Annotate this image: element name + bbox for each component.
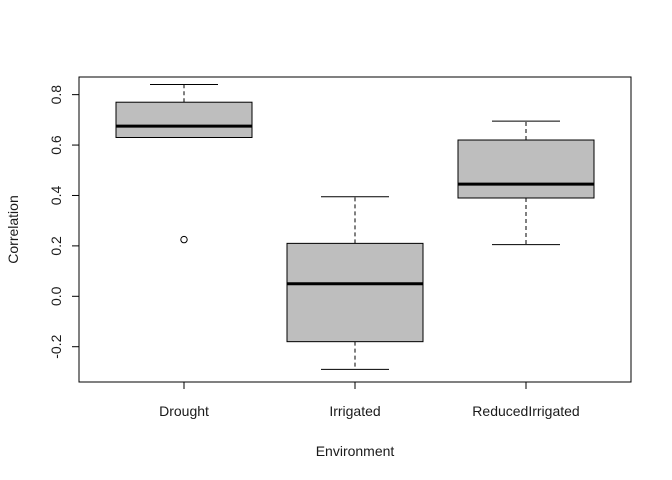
y-tick-label: 0.4 [48,186,64,206]
x-tick-label: Irrigated [329,403,380,419]
box-group-irrigated [286,196,424,370]
box-group-drought [115,84,253,244]
y-tick-label: -0.2 [48,334,64,358]
iqr-box [115,101,253,138]
y-tick-label: 0.0 [48,286,64,306]
outlier-point [180,235,188,244]
x-axis-title: Environment [316,443,395,459]
y-tick-label: 0.2 [48,236,64,256]
y-tick-label: 0.6 [48,135,64,155]
iqr-box [457,139,595,199]
y-tick-label: 0.8 [48,85,64,105]
box-group-reducedirrigated [457,120,595,246]
iqr-box [286,242,424,343]
x-tick-label: Drought [159,403,209,419]
y-axis-title: Correlation [5,195,21,263]
x-tick-label: ReducedIrrigated [472,403,579,419]
